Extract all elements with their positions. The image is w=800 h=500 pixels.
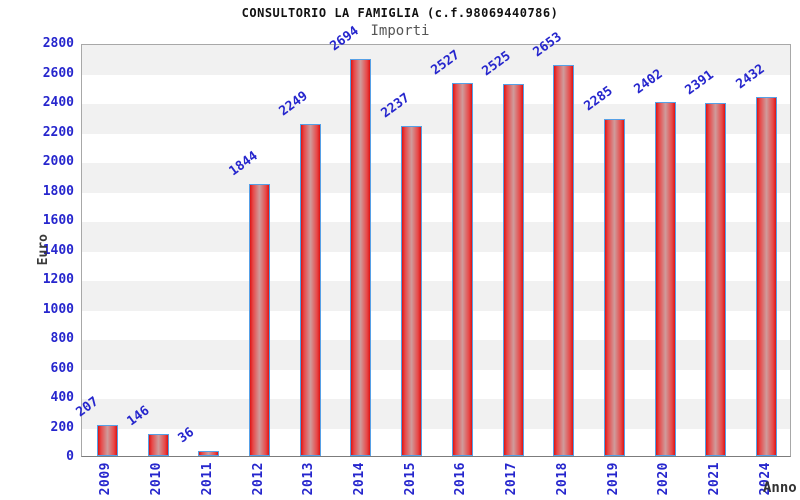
x-axis-title: Anno bbox=[763, 480, 797, 496]
bar-2009 bbox=[96, 425, 118, 456]
chart-subtitle: Importi bbox=[370, 23, 430, 39]
y-tick-label: 1600 bbox=[42, 213, 74, 228]
y-tick-label: 2200 bbox=[42, 124, 74, 140]
bar-value-label: 2525 bbox=[479, 48, 514, 79]
grid-band bbox=[82, 340, 790, 370]
y-tick-label: 1400 bbox=[42, 242, 74, 258]
plot-area: 207 146 36 1844 2249 2694 2237 2527 2525 2653 2285… bbox=[74, 23, 791, 457]
y-tick-label: 2800 bbox=[42, 36, 74, 51]
y-tick-label: 400 bbox=[50, 390, 74, 405]
bar-2013 bbox=[299, 124, 321, 456]
grid-band bbox=[82, 222, 790, 252]
chart-title: CONSULTORIO LA FAMIGLIA (c.f.98069440786… bbox=[241, 6, 559, 20]
bar-2010 bbox=[147, 434, 169, 456]
y-tick-label: 2000 bbox=[42, 154, 74, 169]
x-tick-label-2015: 2015 bbox=[402, 462, 418, 496]
bar-value-label: 2285 bbox=[581, 83, 616, 115]
bar-2012 bbox=[249, 184, 270, 456]
bar-2011 bbox=[198, 450, 220, 456]
x-tick-label-2021: 2021 bbox=[706, 462, 722, 496]
x-tick-label-2020: 2020 bbox=[656, 462, 672, 496]
bar-2017 bbox=[502, 83, 524, 456]
x-tick-label-2010: 2010 bbox=[149, 462, 165, 496]
y-tick-label: 2600 bbox=[42, 65, 74, 81]
bar-value-label: 2527 bbox=[428, 47, 464, 79]
x-tick-label-2009: 2009 bbox=[98, 462, 114, 496]
bar-value-label: 2432 bbox=[733, 61, 768, 93]
y-tick-label: 2400 bbox=[42, 95, 74, 110]
x-tick-label-2019: 2019 bbox=[605, 462, 621, 496]
bar-value-label: 1844 bbox=[226, 148, 261, 180]
y-tick-label: 200 bbox=[50, 419, 74, 435]
x-tick-label-2013: 2013 bbox=[301, 462, 317, 496]
bar-value-label: 2237 bbox=[378, 90, 413, 122]
bar-2021 bbox=[705, 103, 727, 456]
y-axis-title: Euro bbox=[36, 234, 51, 266]
x-tick-label-2012: 2012 bbox=[250, 462, 266, 496]
bar-value-label: 2391 bbox=[682, 67, 717, 99]
x-tick-label-2011: 2011 bbox=[199, 462, 215, 496]
bar-2016 bbox=[451, 83, 473, 456]
x-tick-label-2014: 2014 bbox=[351, 462, 367, 496]
bar-2015 bbox=[401, 126, 423, 456]
bar-value-label: 146 bbox=[124, 403, 153, 430]
bar-value-label: 2402 bbox=[631, 66, 666, 97]
bar-2019 bbox=[604, 118, 625, 456]
x-tick-label-2016: 2016 bbox=[453, 462, 469, 496]
grid-band bbox=[82, 281, 790, 311]
y-tick-label: 1000 bbox=[42, 301, 74, 317]
bar-2020 bbox=[654, 101, 676, 456]
bar-value-label: 2249 bbox=[276, 88, 311, 120]
bar-2014 bbox=[350, 58, 372, 456]
y-tick-label: 800 bbox=[50, 331, 74, 346]
bar-2018 bbox=[553, 64, 575, 456]
x-tick-label-2018: 2018 bbox=[554, 462, 570, 496]
bar-2024 bbox=[756, 97, 778, 456]
y-tick-label: 1800 bbox=[42, 183, 74, 199]
grid-band bbox=[82, 104, 790, 134]
y-tick-label: 0 bbox=[66, 449, 74, 464]
y-tick-label: 1200 bbox=[42, 272, 74, 287]
x-tick-label-2017: 2017 bbox=[504, 462, 520, 496]
y-tick-label: 600 bbox=[50, 360, 74, 376]
bar-value-label: 207 bbox=[73, 394, 102, 421]
bar-value-label: 36 bbox=[175, 424, 197, 446]
grid-band bbox=[82, 163, 790, 193]
